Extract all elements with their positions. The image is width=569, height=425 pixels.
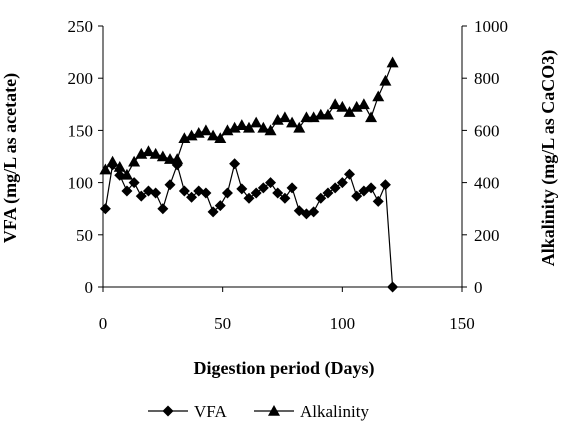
data-point (221, 187, 233, 199)
legend-marker (162, 405, 174, 417)
data-point (207, 206, 219, 218)
data-point (171, 153, 184, 164)
y-right-axis-title: Alkalinity (mg/L as CaCO3) (538, 50, 559, 267)
x-tick-label: 150 (449, 314, 475, 333)
data-point (178, 185, 190, 197)
y-left-tick-label: 0 (85, 278, 94, 297)
data-point (235, 119, 248, 130)
data-point (336, 100, 349, 112)
x-axis-title: Digestion period (Days) (194, 358, 375, 379)
series-line (104, 62, 394, 176)
data-point (322, 187, 334, 199)
data-point (293, 121, 306, 133)
data-point (156, 150, 169, 162)
series-alkalinity (99, 56, 399, 180)
x-tick-label: 100 (330, 314, 356, 333)
y-right-tick-label: 600 (474, 121, 500, 140)
data-point (279, 192, 291, 204)
data-point (265, 177, 277, 189)
data-point (343, 106, 356, 117)
y-left-axis-title: VFA (mg/L as acetate) (0, 73, 21, 243)
data-point (214, 132, 227, 144)
data-point (250, 116, 263, 128)
series-vfa (99, 158, 399, 293)
data-point (286, 116, 299, 128)
legend-marker (268, 405, 280, 416)
y-right-tick-label: 400 (474, 174, 500, 193)
y-left-tick-label: 100 (68, 174, 94, 193)
data-point (142, 145, 155, 157)
data-point (329, 98, 342, 110)
data-point (106, 155, 119, 167)
data-point (315, 192, 327, 204)
y-right-tick-label: 1000 (474, 17, 508, 36)
data-point (99, 203, 111, 215)
data-point (379, 74, 392, 86)
legend-item-vfa: VFA (148, 402, 227, 421)
data-point (99, 163, 112, 175)
data-point (379, 179, 391, 191)
tick-labels: 0 50 100 150 200 250 0 200 400 600 800 1000 0 50 100 15… (68, 17, 509, 333)
data-point (264, 124, 277, 136)
data-point (286, 182, 298, 194)
y-left-tick-label: 250 (68, 17, 94, 36)
x-tick-label: 50 (214, 314, 231, 333)
data-point (357, 98, 370, 110)
data-point (372, 195, 384, 207)
data-point (272, 187, 284, 199)
data-point (257, 121, 270, 133)
series-layer (99, 56, 399, 293)
data-point (199, 124, 212, 136)
axes (98, 25, 467, 292)
y-right-tick-label: 200 (474, 226, 500, 245)
data-point (278, 111, 291, 123)
data-point (365, 111, 378, 123)
data-point (242, 121, 255, 133)
data-point (257, 182, 269, 194)
series-line (104, 161, 394, 288)
data-point (214, 200, 226, 212)
data-point (365, 182, 377, 194)
data-point (128, 155, 141, 167)
data-point (308, 206, 320, 218)
data-point (113, 160, 126, 172)
data-point (186, 191, 198, 203)
data-point (344, 168, 356, 180)
data-point (157, 203, 169, 215)
data-point (372, 90, 385, 102)
y-left-tick-label: 50 (76, 226, 93, 245)
y-left-tick-label: 150 (68, 121, 94, 140)
data-point (387, 281, 399, 293)
data-point (250, 187, 262, 199)
data-point (329, 182, 341, 194)
legend: VFA Alkalinity (148, 402, 369, 421)
data-point (243, 192, 255, 204)
data-point (120, 168, 133, 180)
y-left-tick-label: 200 (68, 69, 94, 88)
data-point (121, 185, 133, 197)
data-point (336, 177, 348, 189)
data-point (321, 108, 334, 120)
data-point (150, 187, 162, 199)
data-point (164, 179, 176, 191)
data-point (386, 56, 399, 68)
y-right-tick-label: 800 (474, 69, 500, 88)
data-point (149, 147, 162, 159)
data-point (200, 187, 212, 199)
data-point (229, 158, 241, 170)
legend-label: VFA (194, 402, 227, 421)
data-point (128, 177, 140, 189)
legend-item-alkalinity: Alkalinity (254, 402, 369, 421)
y-right-tick-label: 0 (474, 278, 483, 297)
data-point (135, 190, 147, 202)
data-point (351, 190, 363, 202)
data-point (236, 183, 248, 195)
data-point (207, 129, 220, 141)
x-tick-label: 0 (99, 314, 108, 333)
legend-label: Alkalinity (300, 402, 369, 421)
